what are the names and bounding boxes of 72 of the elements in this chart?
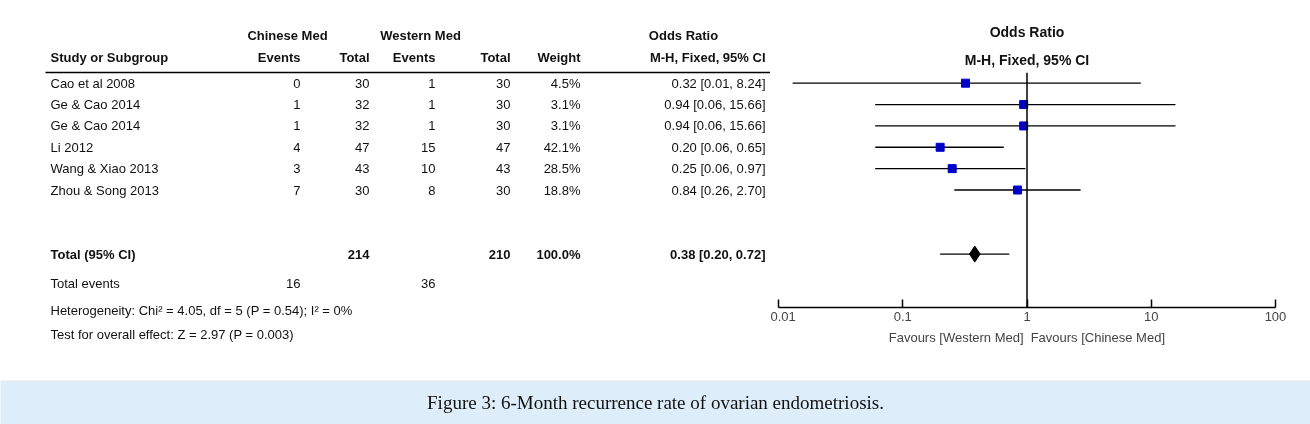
- category-label: Zhou & Song 2013: [50, 182, 159, 198]
- text: 30: [496, 75, 511, 91]
- text: Heterogeneity: Chi² = 4.05, df = 5 (P = 0.54); I² = 0%: [50, 303, 353, 318]
- text: 0.25 [0.06, 0.97]: [671, 161, 766, 177]
- chart-subtitle: M-H, Fixed, 95% CI: [964, 51, 1090, 68]
- text: 0.20 [0.06, 0.65]: [671, 139, 766, 155]
- text: 30: [355, 75, 370, 91]
- category-label: Events: [392, 50, 436, 65]
- text: 100.0%: [536, 246, 581, 262]
- text: 36: [421, 275, 436, 291]
- category-label: Weight: [537, 50, 582, 65]
- category-label: Events: [257, 50, 301, 65]
- category-label: Ge & Cao 2014: [50, 118, 141, 134]
- text: 0: [293, 75, 301, 91]
- category-label: Total events: [50, 275, 120, 291]
- text: 1: [428, 118, 436, 134]
- text: Favours [Western Med]: [888, 329, 1024, 345]
- text: 47: [355, 139, 370, 155]
- text: 1: [428, 97, 436, 113]
- text: Odds Ratio: [648, 28, 719, 43]
- x-tick-label: 1: [1023, 308, 1031, 324]
- category-label: Total: [339, 50, 370, 65]
- text: 18.8%: [543, 182, 581, 198]
- text: 28.5%: [543, 161, 581, 177]
- x-tick-label: 100: [1264, 308, 1287, 324]
- text: 7: [293, 182, 301, 198]
- text: 1: [293, 97, 301, 113]
- text: 8: [428, 182, 436, 198]
- text: 10: [421, 161, 436, 177]
- category-label: Total (95% CI): [50, 246, 136, 262]
- text: 32: [355, 97, 370, 113]
- text: 47: [496, 139, 511, 155]
- category-label: Cao et al 2008: [50, 75, 136, 91]
- text: 43: [496, 161, 511, 177]
- text: 0.32 [0.01, 8.24]: [671, 75, 766, 91]
- text: 3.1%: [550, 97, 581, 113]
- category-label: Study or Subgroup: [50, 50, 169, 65]
- text: 0.94 [0.06, 15.66]: [664, 97, 766, 113]
- text: Test for overall effect: Z = 2.97 (P = 0.003): [50, 327, 294, 342]
- text: 4: [293, 139, 301, 155]
- text: 214: [347, 246, 370, 262]
- text: Chinese Med: [247, 28, 328, 43]
- category-label: M-H, Fixed, 95% CI: [649, 50, 766, 65]
- text: 0.84 [0.26, 2.70]: [671, 182, 766, 198]
- text: 32: [355, 118, 370, 134]
- x-tick-label: 0.01: [770, 308, 796, 324]
- text: 42.1%: [543, 139, 581, 155]
- text: 3: [293, 161, 301, 177]
- text: 30: [496, 118, 511, 134]
- text: Figure 3: 6-Month recurrence rate of ovarian endometriosis.: [427, 392, 884, 413]
- text: 30: [496, 97, 511, 113]
- text: 3.1%: [550, 118, 581, 134]
- text: 4.5%: [550, 75, 581, 91]
- text: 30: [355, 182, 370, 198]
- text: 0.94 [0.06, 15.66]: [664, 118, 766, 134]
- chart-title: Odds Ratio: [989, 23, 1065, 40]
- text: 0.38 [0.20, 0.72]: [670, 246, 766, 262]
- category-label: Li 2012: [50, 139, 94, 155]
- category-label: Ge & Cao 2014: [50, 97, 141, 113]
- category-label: Total: [480, 50, 511, 65]
- text: 15: [421, 139, 436, 155]
- text: 43: [355, 161, 370, 177]
- text: Favours [Chinese Med]: [1030, 329, 1166, 345]
- text: 1: [293, 118, 301, 134]
- text: 210: [488, 246, 511, 262]
- text: 16: [286, 275, 301, 291]
- text: Western Med: [380, 28, 461, 43]
- text: 1: [428, 75, 436, 91]
- x-tick-label: 0.1: [893, 308, 912, 324]
- category-label: Wang & Xiao 2013: [50, 161, 159, 177]
- x-tick-label: 10: [1144, 308, 1159, 324]
- text: 30: [496, 182, 511, 198]
